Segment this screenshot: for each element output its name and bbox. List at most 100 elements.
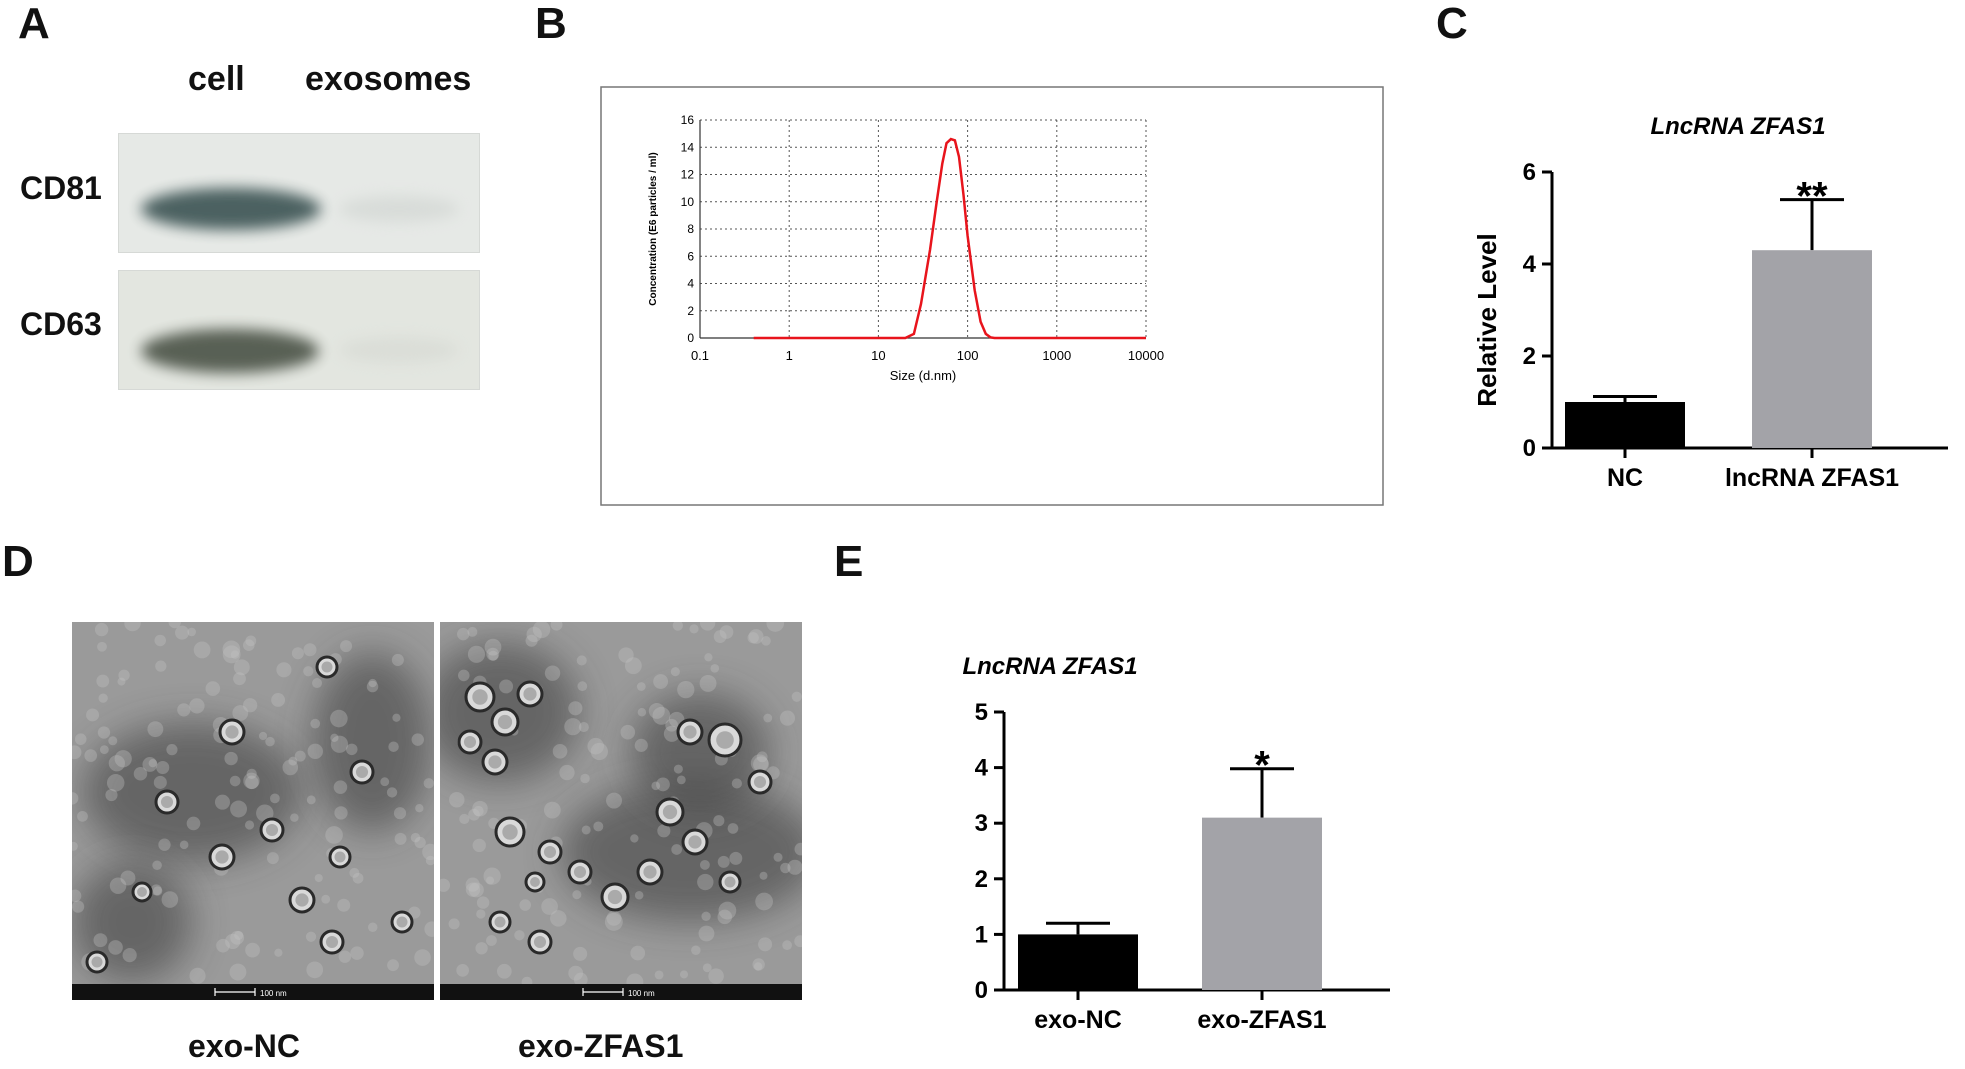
background-speckle [672, 622, 684, 631]
background-speckle [532, 622, 551, 639]
blot-band-cd63-exosomes [339, 337, 459, 363]
background-speckle [152, 860, 162, 871]
background-speckle [229, 963, 247, 981]
lane-label-cell: cell [188, 60, 245, 98]
background-speckle [154, 634, 166, 647]
background-speckle [449, 792, 465, 808]
vesicle-core [753, 775, 767, 789]
background-speckle [222, 640, 241, 659]
background-speckle [729, 851, 743, 865]
background-speckle [665, 718, 679, 732]
background-speckle [193, 641, 211, 659]
background-speckle [393, 807, 407, 820]
background-speckle [109, 877, 127, 894]
vesicle-core [160, 795, 174, 809]
background-speckle [572, 890, 582, 900]
background-speckle [651, 781, 661, 791]
x-tick-label: 1 [786, 348, 793, 363]
background-speckle [702, 963, 712, 973]
background-speckle [307, 743, 323, 760]
background-speckle [717, 855, 730, 868]
bar [1752, 250, 1872, 448]
background-speckle [108, 940, 123, 955]
y-tick-label: 8 [687, 222, 694, 236]
background-speckle [122, 948, 137, 963]
background-speckle [294, 750, 306, 762]
background-speckle [124, 622, 141, 632]
background-speckle [338, 950, 352, 963]
background-speckle [142, 757, 158, 772]
background-speckle [276, 662, 292, 678]
background-speckle [559, 764, 575, 781]
panel-letter-a: A [18, 0, 50, 48]
background-speckle [392, 713, 401, 722]
panel-letter-d: D [2, 537, 34, 586]
vesicle-core [355, 765, 369, 779]
background-speckle [544, 665, 561, 681]
background-speckle [550, 622, 563, 631]
background-speckle [330, 733, 339, 742]
background-speckle [550, 910, 567, 927]
background-speckle [153, 886, 163, 896]
background-speckle [637, 707, 647, 717]
background-speckle [330, 709, 348, 728]
background-speckle [758, 937, 773, 952]
background-speckle [310, 718, 321, 729]
bar [1202, 817, 1322, 990]
vesicle-core [295, 893, 309, 907]
background-speckle [593, 821, 604, 832]
vesicle-core [497, 714, 513, 730]
x-tick-label: 100 [957, 348, 979, 363]
background-speckle [653, 674, 669, 689]
background-speckle [410, 832, 421, 843]
x-tick-label: lncRNA ZFAS1 [1725, 464, 1899, 492]
vesicle-core [573, 865, 587, 879]
background-speckle [72, 889, 82, 903]
x-tick-label: 10000 [1128, 348, 1164, 363]
background-speckle [225, 933, 241, 950]
panel-letter-c: C [1436, 0, 1468, 48]
background-speckle [467, 626, 478, 637]
vesicle-core [91, 956, 103, 968]
background-speckle [306, 795, 316, 805]
background-speckle [467, 645, 486, 663]
background-speckle [117, 677, 126, 686]
background-speckle [72, 841, 78, 851]
background-speckle [242, 639, 255, 651]
scale-bar-strip: 100 nm [72, 984, 434, 1000]
background-speckle [245, 635, 257, 647]
background-speckle [232, 705, 249, 721]
background-speckle [150, 884, 162, 896]
background-speckle [214, 794, 230, 810]
background-speckle [94, 622, 109, 637]
background-speckle [422, 843, 434, 861]
background-speckle [701, 911, 711, 922]
scale-bar-strip: 100 nm [440, 984, 802, 1000]
background-speckle [488, 650, 499, 661]
bar [1018, 934, 1138, 990]
bar [1565, 402, 1685, 448]
x-tick-label: 0.1 [691, 348, 709, 363]
blot-band-cd81-cell [141, 188, 321, 230]
background-speckle [303, 643, 317, 657]
vesicle-core [523, 687, 537, 701]
background-speckle [472, 838, 486, 853]
background-speckle [564, 718, 582, 736]
bar-chart-e: LncRNA ZFAS1 0 1 2 3 4 5 Relative Level exo-NC ex… [950, 653, 1390, 1034]
background-speckle [779, 710, 796, 726]
background-speckle [794, 842, 802, 856]
background-speckle [245, 775, 259, 790]
background-speckle [230, 930, 245, 945]
background-speckle [689, 624, 699, 634]
background-speckle [108, 736, 118, 746]
background-speckle [266, 852, 279, 865]
x-tick-label: 10 [871, 348, 885, 363]
background-speckle [86, 708, 100, 722]
background-speckle [148, 759, 157, 768]
y-tick-label: 6 [1523, 159, 1536, 186]
tem-image-exo-nc: 100 nm [72, 622, 434, 1000]
y-tick-label: 2 [1523, 343, 1536, 370]
background-speckle [670, 667, 680, 677]
background-speckle [114, 750, 132, 768]
scale-bar-label: 100 nm [260, 989, 287, 998]
